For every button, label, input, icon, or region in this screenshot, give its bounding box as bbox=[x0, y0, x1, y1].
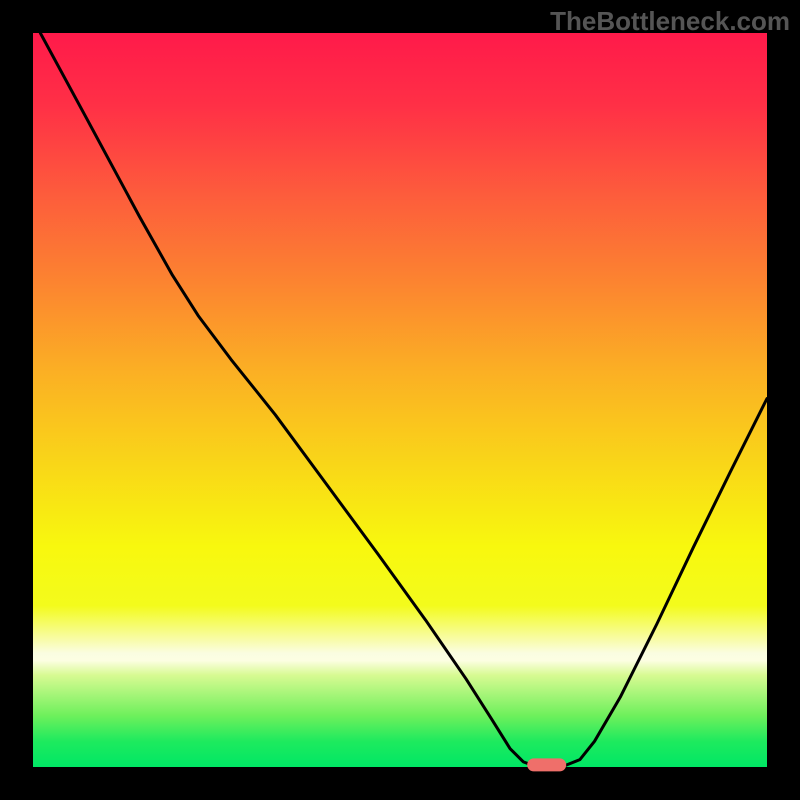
optimal-point-marker bbox=[527, 758, 567, 771]
plot-area bbox=[33, 33, 767, 767]
chart-frame: TheBottleneck.com bbox=[0, 0, 800, 800]
bottleneck-curve bbox=[33, 33, 767, 767]
